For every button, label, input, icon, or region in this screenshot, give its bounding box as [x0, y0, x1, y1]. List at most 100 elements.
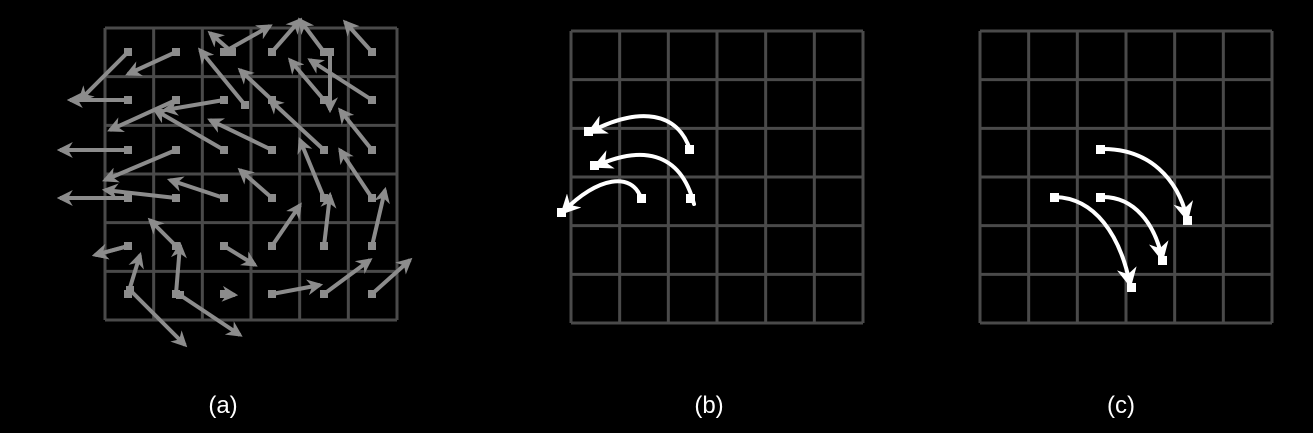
- panel-c: [978, 29, 1274, 325]
- field-arrow: [237, 167, 274, 200]
- marker-c-start-3: [1050, 193, 1059, 202]
- field-arrow: [197, 47, 247, 107]
- field-arrow: [223, 24, 273, 54]
- field-arrow: [342, 19, 374, 54]
- field-node: [326, 48, 334, 56]
- field-node: [368, 194, 376, 202]
- field-node: [172, 194, 180, 202]
- field-node: [220, 290, 228, 298]
- panel-a: [56, 17, 413, 348]
- field-node: [320, 96, 328, 104]
- field-arrow: [125, 50, 177, 76]
- field-node: [126, 286, 134, 294]
- marker-c-end-2: [1158, 256, 1167, 265]
- marker-b-end-3: [557, 208, 566, 217]
- field-node: [320, 290, 328, 298]
- field-arrow: [237, 67, 274, 102]
- field-arrow: [287, 57, 326, 102]
- panel-b: [557, 29, 865, 325]
- field-arrow: [270, 17, 303, 54]
- field-node: [268, 242, 276, 250]
- field-arrow: [102, 148, 177, 183]
- field-node: [368, 48, 376, 56]
- grid-c: [978, 29, 1274, 325]
- grid-a: [103, 26, 399, 322]
- field-node: [124, 96, 132, 104]
- panel-a-label: (a): [208, 392, 238, 419]
- marker-b-end-1: [584, 127, 593, 136]
- field-node: [220, 96, 228, 104]
- trajectory-c-3: [1053, 195, 1137, 288]
- marker-c-end-1: [1183, 216, 1192, 225]
- field-node: [172, 96, 180, 104]
- trajectory-markers-c: [1050, 145, 1192, 292]
- field-node: [124, 194, 132, 202]
- trajectories-b: [560, 114, 696, 215]
- field-node: [220, 146, 228, 154]
- field-node: [268, 48, 276, 56]
- trajectory-markers-b: [557, 127, 695, 217]
- field-node: [368, 96, 376, 104]
- field-arrow: [297, 137, 326, 199]
- field-arrow: [161, 98, 225, 116]
- field-node: [368, 242, 376, 250]
- field-arrow: [152, 108, 226, 152]
- field-node: [172, 48, 180, 56]
- field-arrow: [147, 217, 178, 248]
- panel-b-label: (b): [694, 392, 724, 419]
- marker-b-start-2: [686, 194, 695, 203]
- field-node: [220, 48, 228, 56]
- field-node: [241, 101, 249, 109]
- marker-b-start-3: [637, 194, 646, 203]
- marker-c-end-3: [1127, 283, 1136, 292]
- field-arrow: [178, 293, 243, 337]
- panel-c-label: (c): [1107, 392, 1135, 419]
- field-node: [320, 146, 328, 154]
- field-arrow: [270, 202, 302, 248]
- field-arrow: [170, 241, 187, 295]
- trajectory-b-2: [592, 150, 696, 206]
- field-arrow: [338, 147, 374, 200]
- field-arrow: [322, 258, 373, 296]
- field-node: [368, 290, 376, 298]
- field-node: [320, 194, 328, 202]
- trajectory-b-1: [586, 114, 692, 152]
- field-arrow: [370, 186, 390, 247]
- field-arrow: [207, 118, 273, 152]
- marker-c-start-2: [1096, 193, 1105, 202]
- field-node: [268, 290, 276, 298]
- field-node: [124, 242, 132, 250]
- grid-b: [569, 29, 865, 325]
- marker-c-start-1: [1096, 145, 1105, 154]
- field-node: [124, 48, 132, 56]
- field-node: [368, 146, 376, 154]
- field-arrow: [267, 97, 326, 152]
- trajectories-c: [1053, 146, 1194, 288]
- field-node: [228, 48, 236, 56]
- field-arrow: [166, 176, 225, 200]
- field-arrow: [77, 50, 130, 103]
- field-arrow: [298, 17, 326, 54]
- field-node: [220, 194, 228, 202]
- field-node: [172, 146, 180, 154]
- field-node: [320, 48, 328, 56]
- field-node: [320, 242, 328, 250]
- field-arrow: [91, 243, 129, 260]
- field-arrow: [320, 191, 337, 247]
- trajectory-c-2: [1099, 194, 1169, 262]
- marker-b-start-1: [685, 145, 694, 154]
- marker-b-end-2: [590, 161, 599, 170]
- field-node: [176, 291, 184, 299]
- field-arrow: [222, 244, 258, 267]
- field-arrow: [271, 279, 324, 296]
- field-node: [268, 194, 276, 202]
- vector-field: [56, 17, 413, 348]
- field-arrow: [128, 288, 188, 348]
- field-node: [220, 242, 228, 250]
- field-arrow: [101, 183, 177, 200]
- field-arrow: [370, 257, 413, 296]
- trajectory-c-1: [1099, 146, 1194, 222]
- field-node: [124, 146, 132, 154]
- trajectory-b-3: [560, 179, 643, 215]
